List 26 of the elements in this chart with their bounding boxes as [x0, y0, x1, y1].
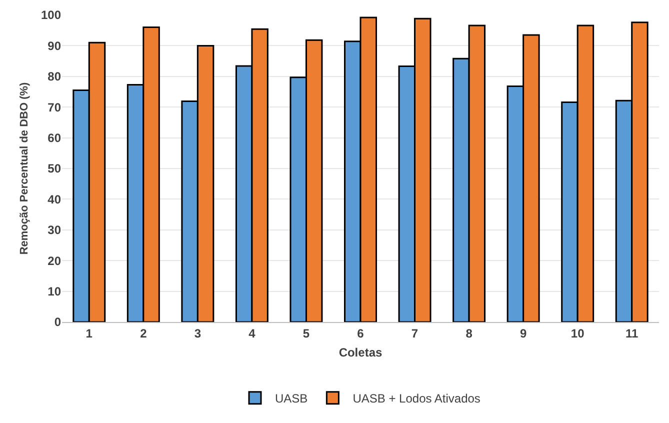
legend-label: UASB: [275, 392, 308, 406]
x-tick-label: 10: [570, 326, 585, 340]
x-axis-title: Coletas: [338, 345, 382, 360]
legend-label: UASB + Lodos Ativados: [352, 392, 480, 406]
y-tick-label: 30: [48, 223, 62, 238]
y-tick-label: 0: [54, 315, 62, 330]
x-tick-label: 8: [466, 326, 473, 340]
x-tick-label: 7: [411, 326, 418, 340]
x-tick-label: 3: [194, 326, 202, 340]
y-tick-label: 20: [48, 254, 62, 268]
y-tick-label: 90: [48, 38, 62, 53]
y-tick-label: 80: [48, 70, 62, 84]
y-axis-title: Remoção Percentual de DBO (%): [18, 82, 31, 255]
x-tick-label: 5: [302, 326, 310, 340]
x-tick-label: 9: [520, 326, 527, 340]
x-tick-label: 4: [248, 326, 256, 340]
x-tick-label: 1: [86, 326, 93, 340]
x-tick-label: 2: [140, 326, 148, 340]
x-tick-label: 11: [626, 326, 639, 340]
y-tick-label: 40: [48, 192, 62, 206]
y-tick-label: 100: [40, 8, 62, 22]
y-tick-label: 50: [48, 162, 62, 176]
x-tick-label: 6: [357, 326, 364, 340]
y-tick-label: 70: [48, 100, 62, 114]
y-tick-label: 60: [48, 131, 62, 145]
y-tick-label: 10: [48, 284, 62, 298]
